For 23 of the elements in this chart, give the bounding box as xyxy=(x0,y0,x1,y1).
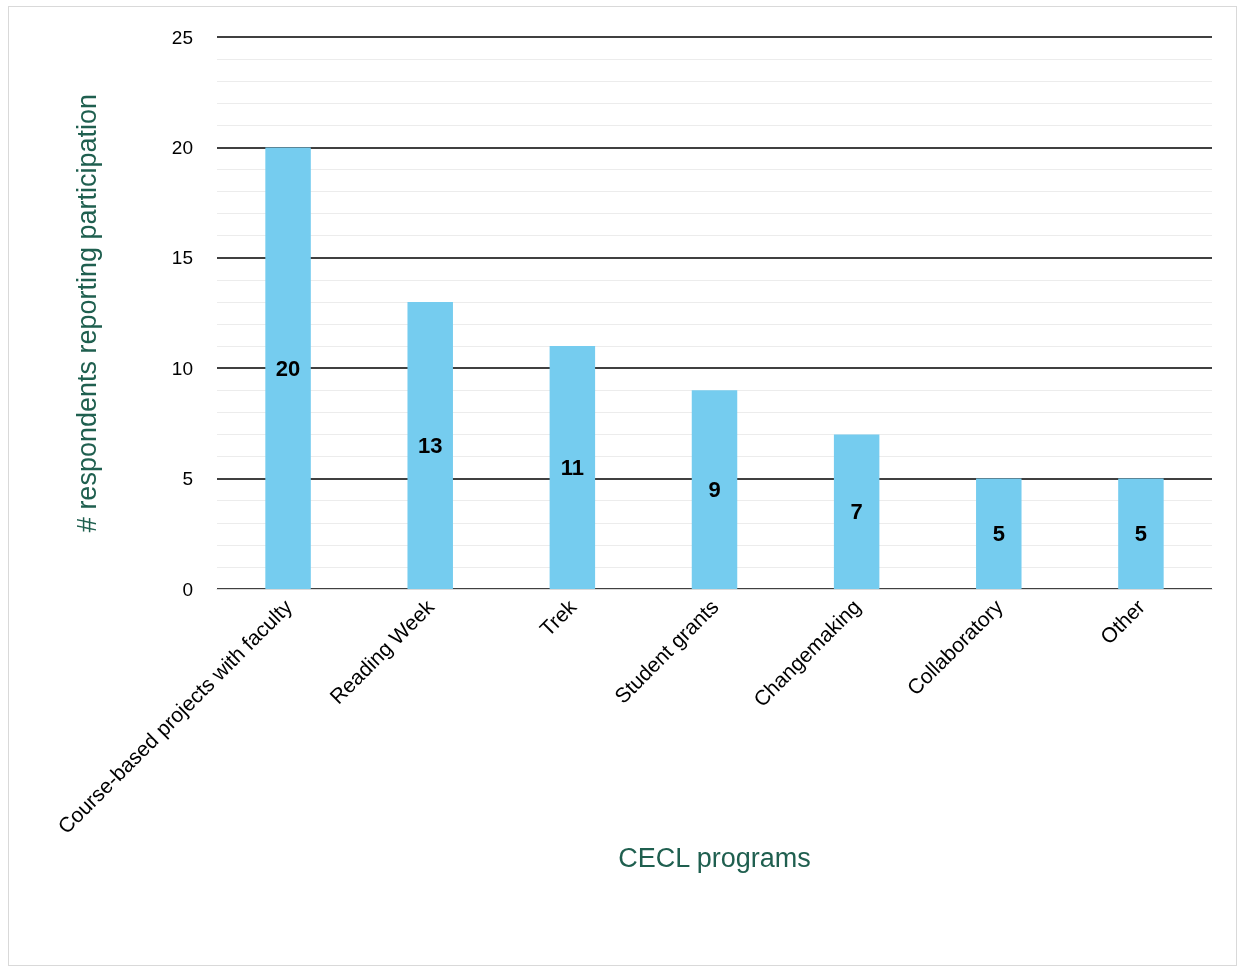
y-tick-label: 25 xyxy=(171,26,193,48)
x-axis-title: CECL programs xyxy=(618,842,811,873)
bar xyxy=(549,346,596,589)
data-label: 5 xyxy=(992,521,1005,547)
data-label: 13 xyxy=(417,432,443,458)
bar xyxy=(1118,478,1164,589)
y-tick-label: 20 xyxy=(171,136,193,158)
bar xyxy=(691,390,738,589)
data-label: 7 xyxy=(850,499,863,525)
data-label: 20 xyxy=(275,355,301,381)
bar xyxy=(976,478,1022,589)
data-label: 9 xyxy=(708,477,721,503)
y-tick-label: 5 xyxy=(182,468,193,490)
y-axis-title: # respondents reporting participation xyxy=(71,93,102,533)
data-label: 5 xyxy=(1134,521,1148,547)
y-tick-label: 15 xyxy=(171,247,193,269)
data-label: 11 xyxy=(560,455,584,481)
bar xyxy=(407,301,453,589)
x-tick-label: Trek xyxy=(535,594,581,641)
bar xyxy=(265,147,311,589)
y-tick-label: 0 xyxy=(182,578,193,600)
y-tick-label: 10 xyxy=(171,357,193,379)
bar xyxy=(833,434,880,589)
